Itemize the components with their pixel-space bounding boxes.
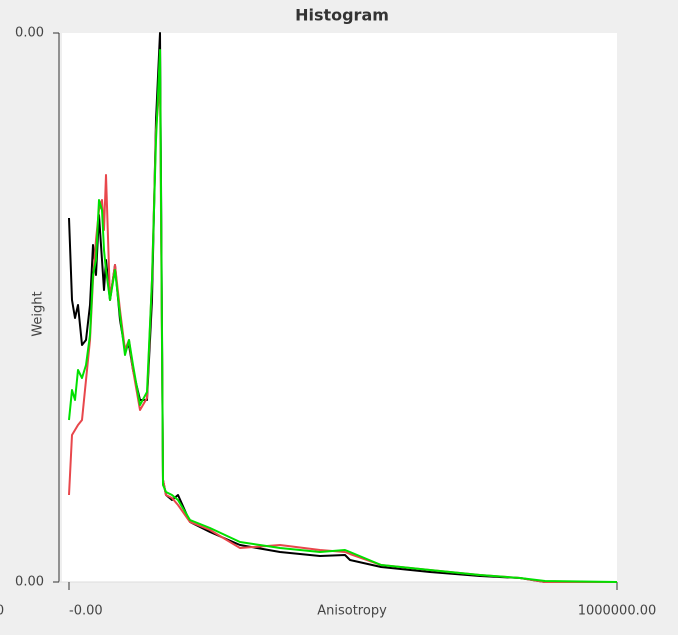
series-line [68,32,617,583]
x-axis-label: Anisotropy [317,604,387,619]
x-tick-label: -0.00 [69,604,103,619]
y-tick-label: 0.00 [15,575,44,590]
y-axis-label: Weight [31,291,46,336]
series-line [68,49,618,583]
annotation: 0 [0,604,4,619]
chart-title: Histogram [295,6,389,25]
y-tick-label: 0.00 [15,26,44,41]
plot-area [62,33,617,582]
x-tick-label: 1000000.00 [578,604,657,619]
